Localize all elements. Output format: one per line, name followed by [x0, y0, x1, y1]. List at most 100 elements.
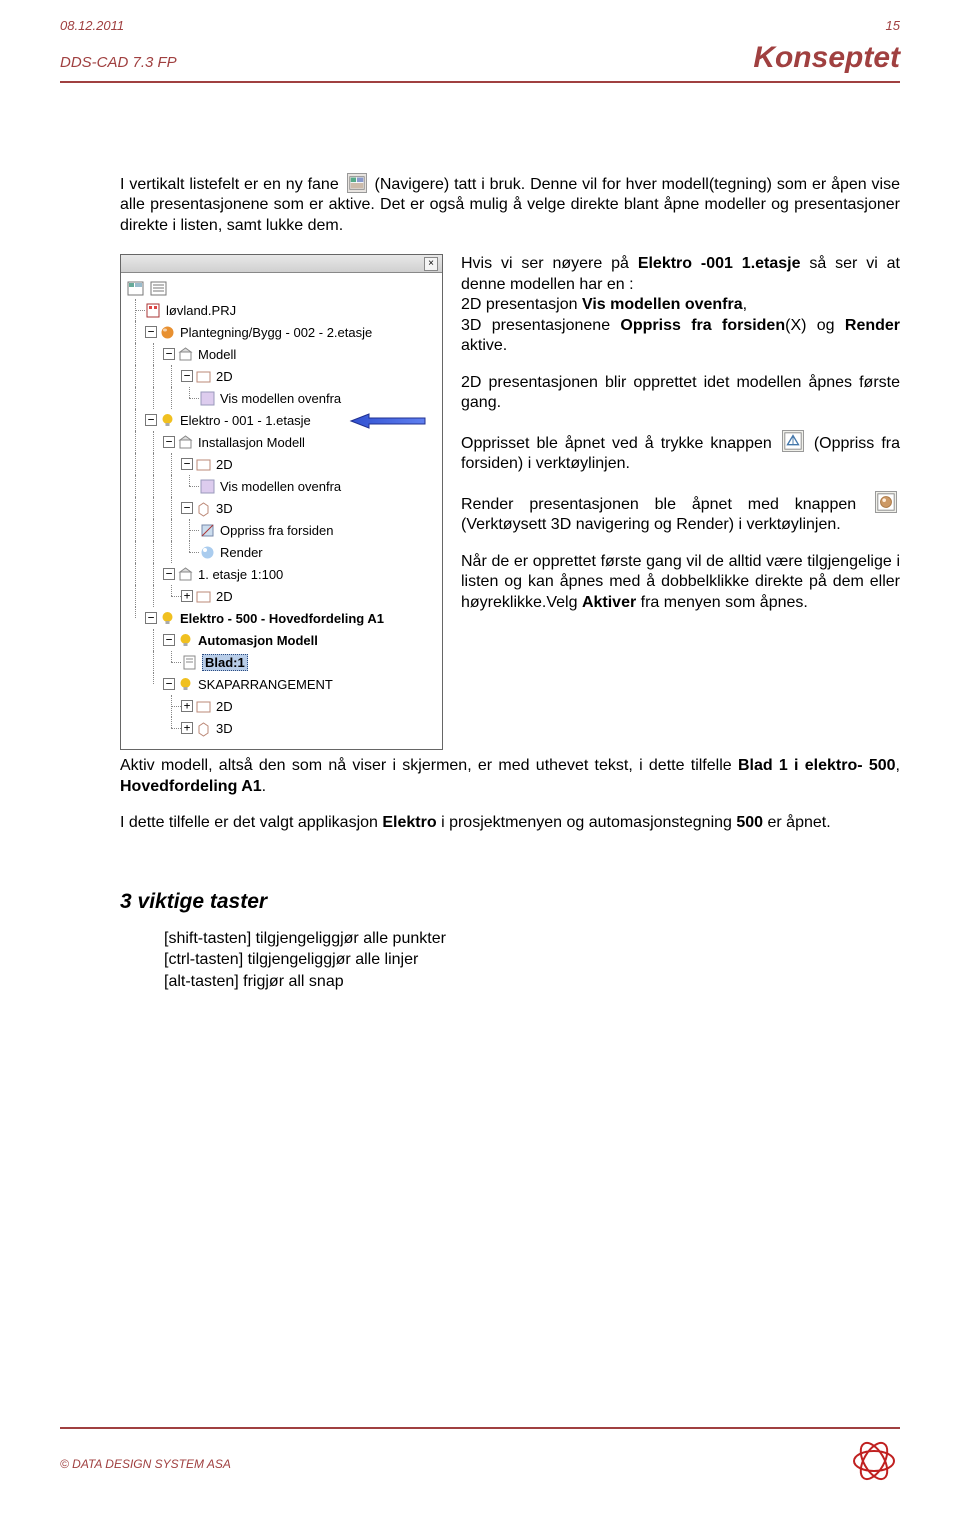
expand-icon[interactable]: + — [181, 700, 193, 712]
below-para-2: I dette tilfelle er det valgt applikasjo… — [120, 813, 900, 833]
tree-item-2d[interactable]: + 2D — [127, 585, 436, 607]
model-icon — [177, 566, 194, 583]
tree-label: 2D — [216, 699, 233, 714]
text: Render presentasjonen ble åpnet med knap… — [461, 496, 872, 513]
right-para-4: Render presentasjonen ble åpnet med knap… — [461, 491, 900, 536]
text-bold: Elektro -001 1.etasje — [638, 255, 801, 272]
intro-paragraph: I vertikalt listefelt er en ny fane (Nav… — [120, 173, 900, 236]
header-rule — [60, 81, 900, 83]
tree-item-etasje-scale[interactable]: − 1. etasje 1:100 — [127, 563, 436, 585]
header-page-number: 15 — [886, 18, 900, 33]
render-icon — [199, 544, 216, 561]
document-page: 08.12.2011 15 DDS-CAD 7.3 FP Konseptet I… — [0, 0, 960, 1524]
bulb-icon — [159, 610, 176, 627]
tree-label: Oppriss fra forsiden — [220, 523, 333, 538]
collapse-icon[interactable]: − — [181, 502, 193, 514]
text: , — [896, 757, 900, 774]
2d-icon — [195, 368, 212, 385]
text-bold: Render — [845, 317, 900, 334]
tree-item-3d[interactable]: − 3D — [127, 497, 436, 519]
tree-item-elektro-001[interactable]: − Elektro - 001 - 1.etasje — [127, 409, 436, 431]
tree-label: 1. etasje 1:100 — [198, 567, 283, 582]
right-para-1: Hvis vi ser nøyere på Elektro -001 1.eta… — [461, 254, 900, 356]
tree-item-project[interactable]: løvland.PRJ — [127, 299, 436, 321]
tree-item-install-model[interactable]: − Installasjon Modell — [127, 431, 436, 453]
tree-item-blad-1[interactable]: Blad:1 — [127, 651, 436, 673]
right-para-3: Opprisset ble åpnet ved å trykke knappen… — [461, 430, 900, 475]
page-footer: © DATA DESIGN SYSTEM ASA — [60, 1427, 900, 1492]
view-icon — [199, 478, 216, 495]
text-bold: Vis modellen ovenfra — [582, 296, 743, 313]
collapse-icon[interactable]: − — [163, 348, 175, 360]
tree-item-plantegning[interactable]: − Plantegning/Bygg - 002 - 2.etasje — [127, 321, 436, 343]
bulb-icon — [177, 632, 194, 649]
list-tab-icon[interactable] — [150, 280, 167, 297]
text: fra menyen som åpnes. — [636, 594, 808, 611]
3d-icon — [195, 720, 212, 737]
collapse-icon[interactable]: − — [181, 458, 193, 470]
tree-item-modell[interactable]: − Modell — [127, 343, 436, 365]
expand-icon[interactable]: + — [181, 590, 193, 602]
right-text-column: Hvis vi ser nøyere på Elektro -001 1.eta… — [461, 254, 900, 629]
section-heading: 3 viktige taster — [120, 890, 900, 914]
text: i prosjektmenyen og automasjonstegning — [437, 814, 737, 831]
tree-label: Blad:1 — [202, 654, 248, 671]
oppriss-icon — [199, 522, 216, 539]
tree-item-2d[interactable]: − 2D — [127, 365, 436, 387]
text: . — [262, 778, 266, 795]
collapse-icon[interactable]: − — [145, 326, 157, 338]
tree-label: Render — [220, 545, 263, 560]
header-product: DDS-CAD 7.3 FP — [60, 54, 177, 71]
nav-tab-icon[interactable] — [127, 280, 144, 297]
tree-label: Elektro - 001 - 1.etasje — [180, 413, 311, 428]
tree-body: løvland.PRJ − Plantegning/Bygg - 002 - 2… — [121, 273, 442, 749]
tree-label: Installasjon Modell — [198, 435, 305, 450]
text: , — [743, 296, 747, 313]
text-bold: Aktiver — [582, 594, 636, 611]
right-para-2: 2D presentasjonen blir opprettet idet mo… — [461, 373, 900, 414]
collapse-icon[interactable]: − — [163, 436, 175, 448]
tree-label: Elektro - 500 - Hovedfordeling A1 — [180, 611, 384, 626]
tree-label: 2D — [216, 369, 233, 384]
collapse-icon[interactable]: − — [181, 370, 193, 382]
tree-item-elektro-500[interactable]: − Elektro - 500 - Hovedfordeling A1 — [127, 607, 436, 629]
tree-item-render[interactable]: Render — [127, 541, 436, 563]
tree-label: Modell — [198, 347, 236, 362]
tree-item-view-top[interactable]: Vis modellen ovenfra — [127, 475, 436, 497]
tree-label: 2D — [216, 457, 233, 472]
key-alt: [alt-tasten] frigjør all snap — [164, 971, 900, 993]
tree-label: Vis modellen ovenfra — [220, 391, 341, 406]
view-icon — [199, 390, 216, 407]
close-icon[interactable]: × — [424, 257, 438, 271]
text: (Verktøysett 3D navigering og Render) i … — [461, 516, 841, 533]
pointer-arrow-icon — [349, 411, 429, 431]
text: er åpnet. — [763, 814, 831, 831]
collapse-icon[interactable]: − — [145, 612, 157, 624]
text-bold: Elektro — [382, 814, 436, 831]
tree-label: løvland.PRJ — [166, 303, 236, 318]
tree-item-oppriss[interactable]: Oppriss fra forsiden — [127, 519, 436, 541]
model-icon — [177, 434, 194, 451]
tree-item-automasjon[interactable]: − Automasjon Modell — [127, 629, 436, 651]
text: aktive. — [461, 337, 507, 354]
text: Hvis vi ser nøyere på — [461, 255, 638, 272]
expand-icon[interactable]: + — [181, 722, 193, 734]
bulb-icon — [159, 412, 176, 429]
tree-titlebar: × — [121, 255, 442, 273]
text-bold: Hovedfordeling A1 — [120, 778, 262, 795]
tree-label: Automasjon Modell — [198, 633, 318, 648]
tree-item-skap[interactable]: − SKAPARRANGEMENT — [127, 673, 436, 695]
text: (X) og — [785, 317, 845, 334]
tree-item-3d[interactable]: + 3D — [127, 717, 436, 739]
collapse-icon[interactable]: − — [145, 414, 157, 426]
logo-icon — [848, 1435, 900, 1492]
text: Opprisset ble åpnet ved å trykke knappen — [461, 435, 779, 452]
collapse-icon[interactable]: − — [163, 678, 175, 690]
tree-item-view-top[interactable]: Vis modellen ovenfra — [127, 387, 436, 409]
collapse-icon[interactable]: − — [163, 568, 175, 580]
two-column-region: × — [120, 254, 900, 750]
tree-label: Vis modellen ovenfra — [220, 479, 341, 494]
tree-item-2d[interactable]: + 2D — [127, 695, 436, 717]
tree-item-2d[interactable]: − 2D — [127, 453, 436, 475]
collapse-icon[interactable]: − — [163, 634, 175, 646]
